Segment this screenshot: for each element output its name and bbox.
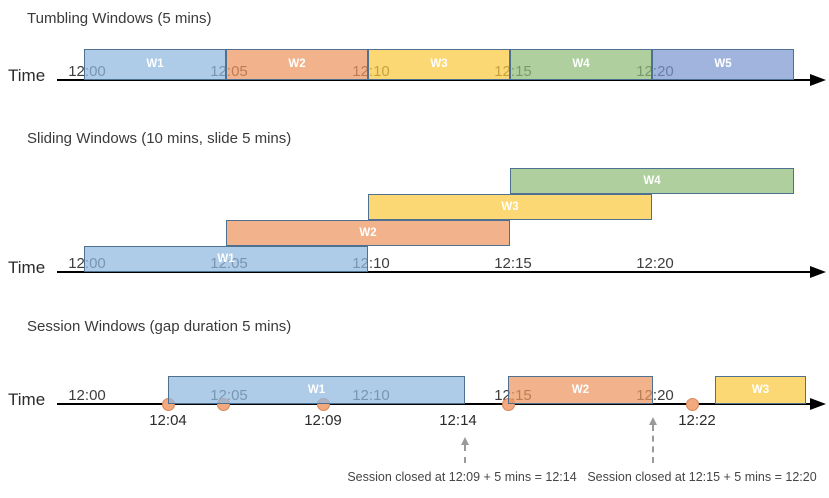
window-label-tumbling-W3: W3 (430, 58, 448, 70)
window-label-session-W1: W1 (307, 383, 326, 396)
window-bar-sliding-W1: W1 (84, 246, 368, 272)
window-bar-sliding-W4: W4 (510, 168, 794, 194)
time-axis-label-tumbling: Time (8, 66, 46, 85)
window-label-sliding-W4: W4 (643, 174, 661, 187)
time-axis-arrowhead-icon-sliding (810, 266, 826, 278)
window-bar-session-W3: W3 (715, 376, 806, 404)
event-time-label-12:14: 12:14 (439, 412, 477, 429)
time-axis-label-sliding: Time (8, 258, 46, 277)
window-bar-session-W1: W1 (168, 376, 465, 404)
event-time-label-12:04: 12:04 (149, 412, 187, 429)
callout-up-arrow-icon-1 (649, 417, 657, 425)
window-label-sliding-W2: W2 (359, 226, 377, 239)
window-bar-tumbling-W5: W5 (652, 49, 794, 80)
window-label-tumbling-W2: W2 (288, 58, 306, 70)
window-label-sliding-W3: W3 (501, 200, 519, 213)
time-tick-sliding-12:20: 12:20 (636, 255, 674, 272)
callout-note-1: Session closed at 12:15 + 5 mins = 12:20 (587, 470, 817, 484)
window-bar-sliding-W2: W2 (226, 220, 510, 246)
section-title-sliding: Sliding Windows (10 mins, slide 5 mins) (27, 130, 292, 147)
time-axis-arrowhead-icon-tumbling (810, 74, 826, 86)
window-bar-session-W2: W2 (508, 376, 653, 404)
window-label-tumbling-W4: W4 (572, 58, 590, 70)
callout-up-arrow-icon-0 (461, 437, 469, 445)
window-label-sliding-W1: W1 (217, 252, 235, 265)
window-label-session-W2: W2 (571, 383, 590, 396)
window-label-tumbling-W1: W1 (146, 58, 164, 70)
section-title-tumbling: Tumbling Windows (5 mins) (27, 10, 212, 27)
time-axis-label-session: Time (8, 390, 46, 409)
window-label-tumbling-W5: W5 (714, 58, 732, 70)
time-axis-arrowhead-icon-session (810, 398, 826, 410)
callout-arrow-stem-0 (464, 445, 466, 463)
window-bar-tumbling-W2: W2 (226, 49, 368, 80)
section-title-session: Session Windows (gap duration 5 mins) (27, 318, 292, 335)
event-time-label-12:09: 12:09 (304, 412, 342, 429)
callout-note-0: Session closed at 12:09 + 5 mins = 12:14 (347, 470, 577, 484)
window-bar-sliding-W3: W3 (368, 194, 652, 220)
event-dot-4 (685, 397, 699, 411)
time-tick-session-12:00: 12:00 (68, 387, 106, 404)
window-bar-tumbling-W4: W4 (510, 49, 652, 80)
callout-arrow-stem-1 (652, 425, 654, 463)
time-axis-line-session (57, 403, 810, 405)
time-axis-line-sliding (57, 271, 810, 273)
window-bar-tumbling-W1: W1 (84, 49, 226, 80)
time-tick-sliding-12:15: 12:15 (494, 255, 532, 272)
time-axis-line-tumbling (57, 79, 810, 81)
window-label-session-W3: W3 (751, 383, 770, 396)
event-time-label-12:22: 12:22 (678, 412, 716, 429)
window-bar-tumbling-W3: W3 (368, 49, 510, 80)
